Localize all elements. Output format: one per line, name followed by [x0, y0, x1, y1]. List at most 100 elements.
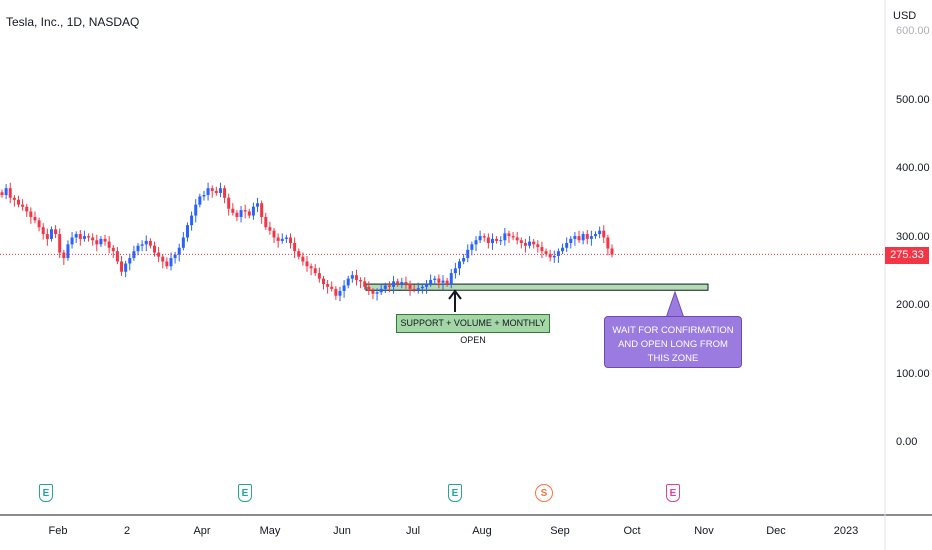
candle [58, 228, 62, 259]
callout-pointer [665, 290, 685, 319]
candle [466, 244, 470, 263]
candle [429, 274, 433, 287]
candle [309, 263, 313, 276]
candle [276, 233, 280, 248]
candle [132, 245, 136, 261]
candle [437, 274, 441, 289]
candle [177, 243, 181, 262]
candle [474, 236, 478, 252]
price-tick: 300.00 [896, 230, 930, 243]
candle [218, 182, 222, 198]
earnings-icon[interactable]: E [448, 484, 462, 502]
candle [577, 230, 581, 243]
currency-label: USD [893, 10, 917, 22]
candle [37, 217, 41, 232]
candle [153, 241, 156, 257]
candle [326, 279, 330, 294]
candle [305, 255, 309, 272]
candle [157, 247, 161, 263]
candle [606, 234, 610, 256]
candle [82, 230, 86, 242]
candle [383, 282, 387, 293]
candle [511, 232, 515, 241]
candle [458, 258, 461, 276]
candle [594, 231, 598, 239]
candle [412, 284, 416, 293]
candle [210, 185, 214, 198]
candle [293, 237, 297, 259]
candle [482, 233, 486, 242]
candle [581, 231, 585, 245]
candle [284, 234, 288, 243]
candle [359, 277, 363, 289]
candle [433, 275, 437, 285]
candle [569, 236, 573, 249]
candle [445, 277, 449, 287]
earnings-icon[interactable]: E [666, 484, 680, 502]
candle [379, 283, 383, 296]
price-tick: 200.00 [896, 299, 930, 311]
split-icon[interactable]: S [535, 484, 553, 502]
candle [251, 202, 255, 220]
earnings-icon[interactable]: E [238, 484, 252, 502]
candle [301, 252, 305, 266]
time-tick: Nov [694, 525, 714, 537]
candle [161, 253, 165, 269]
candle [29, 207, 33, 224]
candle [120, 255, 124, 276]
candle [371, 288, 375, 300]
candle [552, 250, 556, 263]
time-tick: 2 [123, 525, 131, 537]
candle [173, 251, 177, 264]
candle [16, 195, 20, 208]
last-price-tag: 275.33 [885, 247, 929, 264]
candle [338, 286, 342, 302]
candle [70, 232, 74, 249]
earnings-icon[interactable]: E [39, 484, 53, 502]
candle [297, 248, 301, 260]
support-label: SUPPORT + VOLUME + MONTHLY OPEN [396, 314, 550, 345]
candle [416, 282, 420, 294]
candle [532, 238, 536, 249]
candle [404, 276, 408, 289]
candle [268, 221, 272, 235]
candle [602, 225, 606, 243]
candle [190, 211, 194, 231]
time-tick: Jun [333, 525, 351, 537]
candle [392, 275, 396, 294]
price-tick: 600.00 [896, 25, 930, 37]
candle [4, 184, 8, 200]
candle [235, 210, 239, 222]
candle [103, 234, 107, 246]
candle [165, 257, 169, 270]
candle [330, 281, 334, 292]
candle [74, 231, 78, 243]
candle [495, 236, 499, 244]
candle [99, 236, 103, 248]
candle [280, 233, 284, 244]
candle [387, 281, 391, 293]
candle [441, 275, 445, 290]
trade-note-callout: WAIT FOR CONFIRMATION AND OPEN LONG FROM… [604, 316, 742, 368]
candle [124, 260, 128, 278]
candle [565, 237, 569, 252]
candle [169, 252, 173, 271]
time-tick: 2023 [833, 525, 859, 537]
time-tick: Feb [48, 525, 68, 537]
candle [272, 227, 276, 243]
candle [420, 284, 424, 294]
candle [8, 182, 12, 204]
candle [243, 204, 247, 219]
candle [363, 277, 367, 290]
candle [478, 230, 482, 243]
candle [54, 225, 58, 239]
candle [499, 236, 503, 246]
chart-title: Tesla, Inc., 1D, NASDAQ [6, 15, 140, 29]
candle [33, 211, 37, 224]
candle [214, 186, 218, 196]
candle [342, 279, 346, 298]
time-tick: Dec [766, 525, 786, 537]
candle [540, 241, 544, 259]
price-tick: 0.00 [896, 436, 918, 448]
